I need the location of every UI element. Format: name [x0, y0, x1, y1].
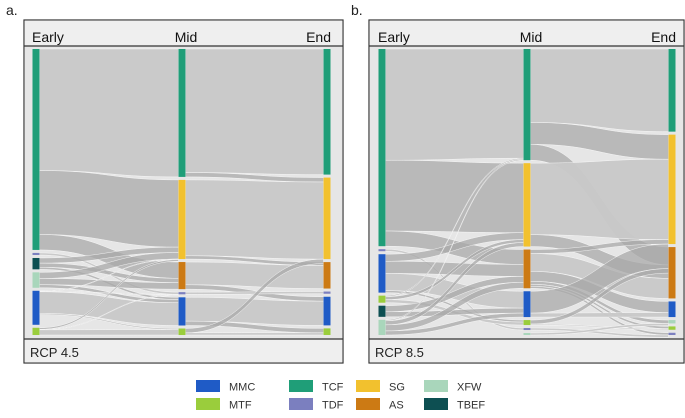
- flow-mtf-to-mtf: [185, 332, 324, 336]
- legend-label: TCF: [322, 382, 344, 394]
- node-mid-tcf: [523, 49, 531, 161]
- legend-label: TDF: [322, 400, 344, 412]
- node-early-mtf: [32, 327, 40, 335]
- node-early-mmc: [32, 290, 40, 325]
- legend-item-tcf: TCF: [289, 380, 344, 394]
- flows: [385, 48, 669, 338]
- flow-xfw-to-xfw: [530, 323, 669, 336]
- legend-item-mtf: MTF: [196, 398, 252, 412]
- flow-mmc-to-mmc: [185, 297, 324, 326]
- flow-tcf-to-tcf: [530, 48, 669, 132]
- scenario-label: RCP 4.5: [30, 345, 79, 360]
- footer-band: [24, 339, 343, 363]
- flow-tcf-to-tcf: [385, 48, 524, 161]
- node-mid-mmc: [178, 297, 186, 326]
- node-mid-mtf: [523, 320, 531, 326]
- node-early-xfw: [32, 272, 40, 288]
- node-mid-sg: [523, 163, 531, 247]
- legend: MMC TCF SG XFW MTF TDF AS TBEF: [196, 380, 485, 412]
- legend-label: SG: [389, 382, 405, 394]
- node-early-tcf: [378, 49, 386, 247]
- legend-swatch: [289, 398, 313, 410]
- node-end-mtf: [323, 328, 331, 335]
- legend-item-sg: SG: [356, 380, 405, 394]
- flow-mtf-to-tdf: [39, 294, 179, 331]
- node-early-mtf: [378, 295, 386, 303]
- flow-tcf-to-tcf: [39, 48, 179, 178]
- stage-label-early: Early: [32, 29, 64, 45]
- legend-swatch: [196, 398, 220, 410]
- legend-swatch: [356, 380, 380, 392]
- flow-mtf-to-sg: [39, 259, 179, 330]
- node-end-as: [323, 262, 331, 289]
- legend-label: MMC: [229, 382, 255, 394]
- node-end-mmc: [668, 301, 676, 318]
- flow-mmc-to-mmc: [530, 312, 669, 318]
- node-end-mmc: [323, 296, 331, 326]
- node-end-sg: [323, 177, 331, 260]
- node-mid-as: [178, 262, 186, 290]
- panel-rcp45: a. Early Mid End RCP 4.5: [6, 2, 344, 364]
- legend-swatch: [424, 380, 448, 392]
- node-early-tbef: [378, 305, 386, 317]
- node-mid-sg: [178, 179, 186, 260]
- legend-swatch: [356, 398, 380, 410]
- node-end-tcf: [668, 49, 676, 132]
- node-mid-as: [523, 249, 531, 289]
- node-early-tdf: [32, 252, 40, 255]
- legend-label: TBEF: [457, 400, 485, 412]
- node-early-xfw: [378, 319, 386, 335]
- footer-band: [369, 339, 684, 363]
- legend-label: AS: [389, 400, 404, 412]
- node-mid-tdf: [178, 292, 186, 295]
- legend-item-tdf: TDF: [289, 398, 344, 412]
- node-end-tdf: [323, 291, 331, 294]
- node-end-tcf: [323, 49, 331, 175]
- node-end-sg: [668, 134, 676, 245]
- scenario-label: RCP 8.5: [375, 345, 424, 360]
- flow-mtf-to-mtf: [530, 323, 669, 330]
- flows: [39, 48, 324, 336]
- node-mid-mtf: [178, 328, 186, 335]
- legend-item-tbef: TBEF: [424, 398, 485, 412]
- flow-sg-to-sg: [185, 179, 324, 260]
- legend-item-xfw: XFW: [424, 380, 482, 394]
- node-early-tdf: [378, 249, 386, 252]
- node-early-tbef: [32, 257, 40, 270]
- flow-tdf-to-tdf: [185, 291, 324, 295]
- legend-swatch: [424, 398, 448, 410]
- legend-swatch: [196, 380, 220, 392]
- node-mid-tdf: [523, 328, 531, 331]
- node-early-mmc: [378, 254, 386, 293]
- node-end-mtf: [668, 326, 676, 330]
- flow-sg-to-sg: [530, 158, 669, 240]
- legend-label: MTF: [229, 400, 252, 412]
- node-end-as: [668, 247, 676, 299]
- header-band: [369, 20, 684, 46]
- flow-mtf-to-mtf: [39, 329, 179, 336]
- node-end-tdf: [668, 332, 676, 335]
- flow-tcf-to-sg: [385, 160, 524, 233]
- flow-xfw-to-mmc: [385, 312, 524, 336]
- legend-label: XFW: [457, 382, 482, 394]
- stage-label-end: End: [651, 29, 676, 45]
- panel-rcp85: b. Early Mid End RCP 8.5: [351, 2, 685, 364]
- stage-label-mid: Mid: [175, 29, 198, 45]
- header-band: [24, 20, 343, 46]
- node-early-tcf: [32, 49, 40, 250]
- stage-label-early: Early: [378, 29, 410, 45]
- legend-swatch: [289, 380, 313, 392]
- node-end-xfw: [668, 320, 676, 324]
- node-mid-mmc: [523, 291, 531, 318]
- node-mid-xfw: [523, 333, 531, 335]
- legend-item-mmc: MMC: [196, 380, 255, 394]
- stage-label-end: End: [306, 29, 331, 45]
- panel-label: b.: [351, 2, 363, 18]
- panel-label: a.: [6, 2, 18, 18]
- stage-label-mid: Mid: [520, 29, 543, 45]
- legend-item-as: AS: [356, 398, 404, 412]
- flow-tcf-to-tcf: [185, 48, 324, 175]
- node-mid-tcf: [178, 49, 186, 177]
